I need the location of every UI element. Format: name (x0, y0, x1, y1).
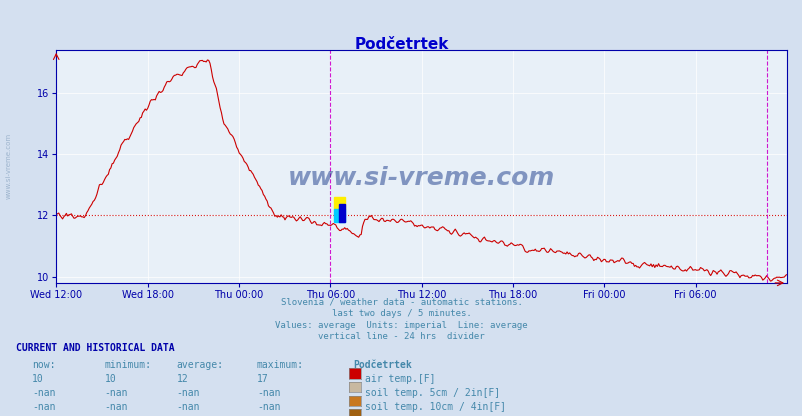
Text: -nan: -nan (104, 402, 128, 412)
Text: Podčetrtek: Podčetrtek (353, 360, 411, 370)
Text: www.si-vreme.com: www.si-vreme.com (6, 134, 12, 199)
Text: Slovenia / weather data - automatic stations.: Slovenia / weather data - automatic stat… (280, 297, 522, 307)
Text: -nan: -nan (176, 388, 200, 398)
Text: vertical line - 24 hrs  divider: vertical line - 24 hrs divider (318, 332, 484, 342)
FancyBboxPatch shape (334, 197, 344, 209)
Text: 10: 10 (104, 374, 116, 384)
Text: maximum:: maximum: (257, 360, 304, 370)
Text: -nan: -nan (104, 388, 128, 398)
FancyBboxPatch shape (334, 209, 344, 222)
Text: -nan: -nan (32, 388, 55, 398)
Text: -nan: -nan (257, 402, 280, 412)
Text: 12: 12 (176, 374, 188, 384)
Text: soil temp. 5cm / 2in[F]: soil temp. 5cm / 2in[F] (364, 388, 499, 398)
Text: -nan: -nan (32, 402, 55, 412)
Text: 10: 10 (32, 374, 44, 384)
Text: minimum:: minimum: (104, 360, 152, 370)
Text: last two days / 5 minutes.: last two days / 5 minutes. (331, 309, 471, 318)
Text: -nan: -nan (176, 402, 200, 412)
Text: -nan: -nan (257, 388, 280, 398)
Text: air temp.[F]: air temp.[F] (364, 374, 435, 384)
Text: Values: average  Units: imperial  Line: average: Values: average Units: imperial Line: av… (275, 321, 527, 330)
Text: 17: 17 (257, 374, 269, 384)
Text: average:: average: (176, 360, 224, 370)
Text: soil temp. 10cm / 4in[F]: soil temp. 10cm / 4in[F] (364, 402, 505, 412)
Text: www.si-vreme.com: www.si-vreme.com (288, 166, 554, 190)
FancyBboxPatch shape (339, 204, 344, 222)
Text: CURRENT AND HISTORICAL DATA: CURRENT AND HISTORICAL DATA (16, 343, 175, 353)
Text: Podčetrtek: Podčetrtek (354, 37, 448, 52)
Text: now:: now: (32, 360, 55, 370)
